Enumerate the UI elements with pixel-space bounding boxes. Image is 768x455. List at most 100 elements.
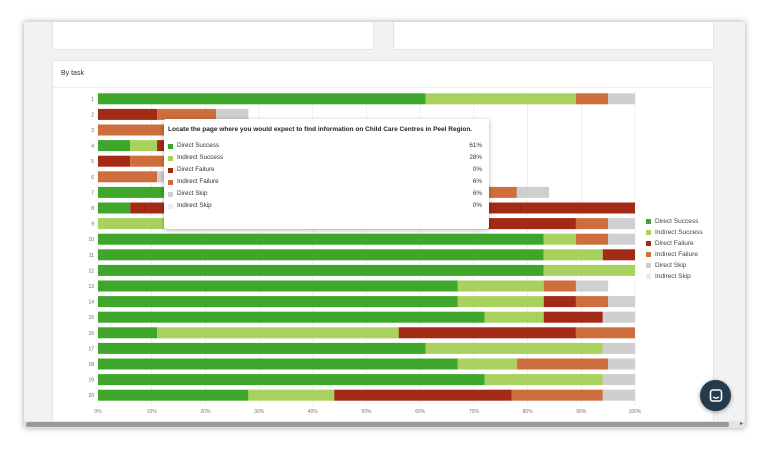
bar-segment <box>98 327 158 339</box>
bar-segment <box>608 296 635 308</box>
x-tick-label: 100% <box>629 409 642 415</box>
task-label: 9 <box>91 222 94 228</box>
x-axis-ticks: 0% 10% 20% 30% 40% 50% 60% 70% 80% 90% 100% <box>94 409 642 415</box>
bar-segment <box>98 358 458 370</box>
bar-segment <box>98 280 458 292</box>
legend-item[interactable]: Direct Success <box>646 216 703 227</box>
bar-segment <box>98 342 426 354</box>
tooltip-value: 61% <box>469 142 482 149</box>
bar-segment <box>511 389 603 401</box>
legend-label: Indirect Success <box>655 229 703 236</box>
legend-label: Direct Success <box>655 218 699 225</box>
legend-label: Indirect Skip <box>655 273 691 280</box>
bar-segment <box>98 389 249 401</box>
tooltip-row: Direct Skip 6% <box>168 189 486 201</box>
tooltip-label: Direct Skip <box>177 190 208 197</box>
x-tick-label: 0% <box>94 409 102 415</box>
bar-segment <box>457 296 544 308</box>
bar-segment <box>484 374 603 386</box>
bar-segment <box>157 108 217 120</box>
chart-legend: Direct Success Indirect Success Direct Fai… <box>646 216 703 282</box>
scrollbar-thumb[interactable] <box>26 422 729 427</box>
bar-segment <box>425 93 576 105</box>
bar-segment <box>98 233 544 245</box>
tooltip-label: Indirect Failure <box>177 178 219 185</box>
screen: By task 1 2 3 4 5 6 7 8 9 10 11 12 13 14 15 16 17 18 19 20 … <box>24 22 745 428</box>
panel-divider <box>53 87 713 88</box>
legend-swatch <box>646 219 651 224</box>
task-label: 7 <box>91 190 94 196</box>
chat-button[interactable] <box>700 380 731 411</box>
bar-segment <box>425 342 603 354</box>
task-label: 17 <box>88 346 94 352</box>
bar-segment <box>484 311 544 323</box>
bar-segment <box>543 233 576 245</box>
legend-item[interactable]: Direct Failure <box>646 238 703 249</box>
tooltip-value: 28% <box>469 154 482 161</box>
tooltip-label: Indirect Skip <box>177 202 212 209</box>
bar-segment <box>602 389 635 401</box>
tooltip-row: Indirect Failure 6% <box>168 177 486 189</box>
tooltip-swatch <box>168 180 173 185</box>
task-label: 13 <box>88 284 94 290</box>
task-label: 15 <box>88 315 94 321</box>
bar-segment <box>98 264 544 276</box>
tooltip-swatch <box>168 144 173 149</box>
bar-segment <box>602 249 635 261</box>
legend-item[interactable]: Indirect Failure <box>646 249 703 260</box>
task-label: 12 <box>88 268 94 274</box>
bar-segment <box>98 374 485 386</box>
bar-segment <box>98 93 426 105</box>
bar-segment <box>457 280 544 292</box>
tooltip-swatch <box>168 204 173 209</box>
legend-item[interactable]: Indirect Success <box>646 227 703 238</box>
scroll-right-arrow-icon[interactable]: ▸ <box>739 421 743 427</box>
legend-item[interactable]: Indirect Skip <box>646 271 703 282</box>
bar-segment <box>98 202 131 214</box>
task-label: 4 <box>91 144 94 150</box>
tooltip-label: Indirect Success <box>177 154 224 161</box>
horizontal-scrollbar[interactable]: ▸ <box>24 421 745 428</box>
chart-tooltip: Locate the page where you would expect t… <box>164 119 489 229</box>
x-tick-label: 30% <box>254 409 265 415</box>
bar-segment <box>98 171 158 183</box>
tooltip-swatch <box>168 156 173 161</box>
x-tick-label: 50% <box>361 409 372 415</box>
tooltip-value: 0% <box>472 202 482 209</box>
task-label: 18 <box>88 362 94 368</box>
bar-segment <box>575 218 609 230</box>
task-label: 16 <box>88 331 94 337</box>
legend-swatch <box>646 274 651 279</box>
legend-swatch <box>646 241 651 246</box>
chat-icon <box>709 388 722 402</box>
legend-swatch <box>646 230 651 235</box>
legend-label: Direct Failure <box>655 240 694 247</box>
legend-item[interactable]: Direct Skip <box>646 260 703 271</box>
task-label: 6 <box>91 175 94 181</box>
bar-segment <box>608 218 635 230</box>
bar-segment <box>516 358 609 370</box>
bar-segment <box>602 342 635 354</box>
panel-title: By task <box>61 70 84 77</box>
tooltip-value: 6% <box>472 178 482 185</box>
bar-segment <box>543 296 576 308</box>
bar-segment <box>398 327 576 339</box>
tooltip-row: Direct Success 61% <box>168 141 486 153</box>
bar-segment <box>98 311 485 323</box>
bar-segment <box>543 264 635 276</box>
tooltip-row: Direct Failure 0% <box>168 165 486 177</box>
task-label: 8 <box>91 206 94 212</box>
task-label: 19 <box>88 378 94 384</box>
bar-segment <box>608 358 635 370</box>
task-label: 1 <box>91 97 94 103</box>
bar-segment <box>98 155 131 167</box>
tooltip-label: Direct Failure <box>177 166 215 173</box>
tooltip-title: Locate the page where you would expect t… <box>168 126 473 133</box>
legend-label: Indirect Failure <box>655 251 698 258</box>
bar-segment <box>216 108 249 120</box>
tooltip-value: 6% <box>472 190 482 197</box>
bar-segment <box>575 327 635 339</box>
bar-segment <box>608 233 635 245</box>
